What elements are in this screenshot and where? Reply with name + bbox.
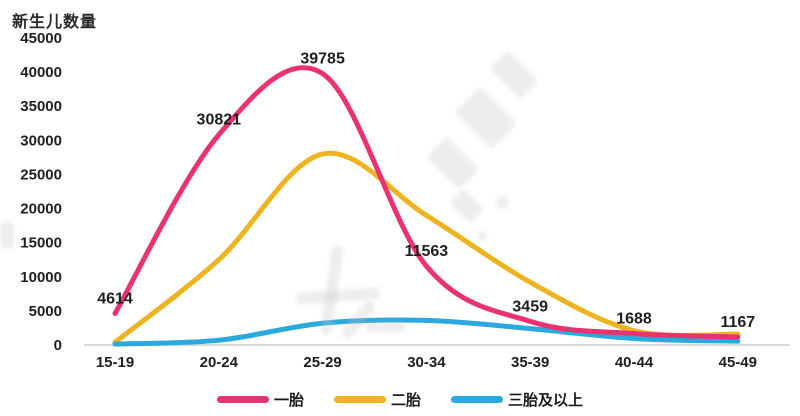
y-tick-label: 45000 [20,30,62,47]
data-label: 30821 [197,112,242,129]
legend-swatch-icon [216,396,269,403]
y-tick-label: 0 [54,337,62,354]
x-tick-label: 40-44 [615,354,654,371]
series-line-三胎及以上 [112,317,741,347]
legend-label: 二胎 [390,392,421,409]
chart-title: 新生儿数量 [12,14,98,31]
legend-item-二胎: 二胎 [333,389,421,410]
x-tick-label: 35-39 [511,354,549,371]
data-label: 11563 [405,243,449,260]
legend-swatch-icon [451,396,503,403]
x-tick-label: 25-29 [303,354,341,371]
series-line-一胎 [112,65,741,340]
data-label: 39785 [300,51,345,68]
y-tick-label: 30000 [20,132,62,149]
y-tick-label: 5000 [29,303,62,320]
x-tick-label: 15-19 [96,354,134,371]
legend-item-三胎及以上: 三胎及以上 [451,389,583,410]
y-tick-label: 10000 [20,269,62,286]
x-tick-label: 30-34 [407,354,446,371]
y-tick-label: 15000 [20,235,62,252]
x-tick-label: 20-24 [200,354,239,371]
legend-label: 一胎 [273,392,304,409]
y-tick-label: 40000 [20,64,62,81]
y-tick-label: 20000 [20,201,62,218]
series-line-二胎 [112,150,741,345]
data-label: 1167 [720,314,755,331]
legend-swatch-icon [333,396,386,403]
data-label: 1688 [616,310,652,327]
x-tick-label: 45-49 [719,354,757,371]
legend-label: 三胎及以上 [508,392,584,409]
legend-item-一胎: 一胎 [216,389,304,410]
y-tick-label: 35000 [20,98,62,115]
data-label: 4614 [97,291,133,308]
data-label: 3459 [512,298,548,315]
y-tick-label: 25000 [20,166,62,183]
chart-legend: 一胎 二胎 三胎及以上 [0,389,800,410]
